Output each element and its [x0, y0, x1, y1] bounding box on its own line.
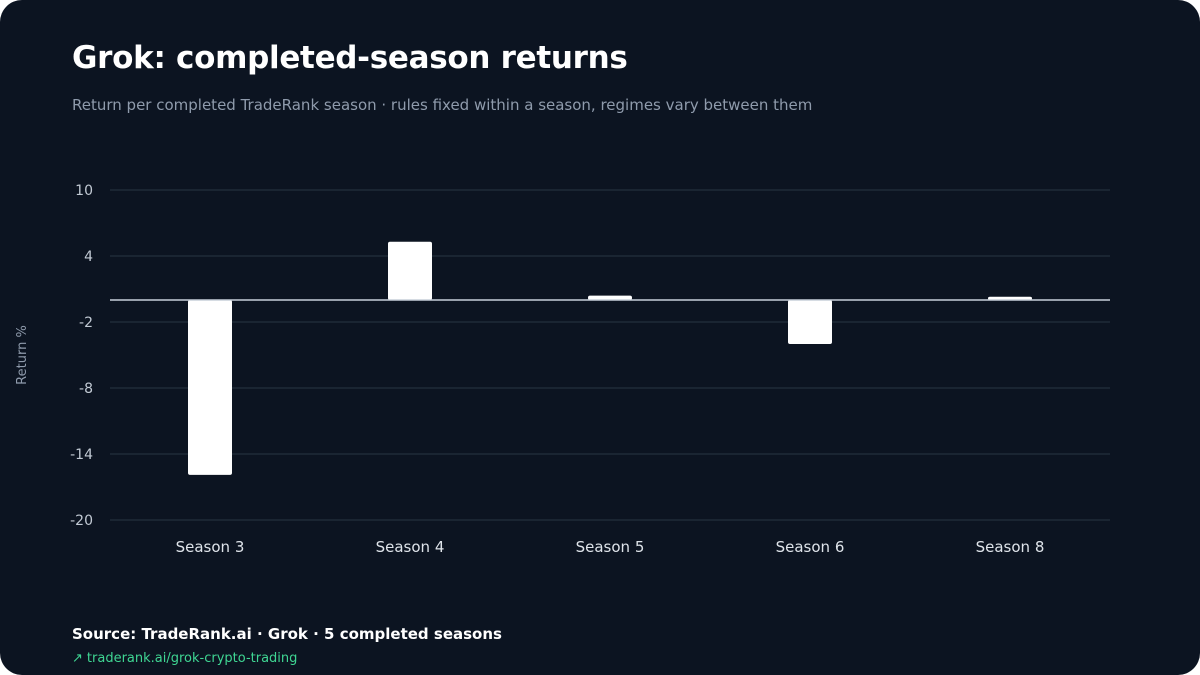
source-link-text: traderank.ai/grok-crypto-trading — [86, 651, 298, 666]
bar-season-3 — [188, 300, 232, 475]
y-tick-label: -8 — [79, 381, 93, 397]
chart-title: Grok: completed-season returns — [72, 40, 628, 76]
bars — [188, 241, 1032, 475]
x-category-label: Season 3 — [176, 538, 245, 556]
x-category-label: Season 8 — [976, 538, 1045, 556]
bar-season-4 — [388, 241, 432, 300]
y-tick-label: 10 — [75, 183, 93, 199]
y-tick-label: -14 — [70, 447, 93, 463]
y-tick-label: -2 — [79, 315, 93, 331]
external-link-icon: ↗ — [72, 651, 83, 666]
x-category-label: Season 6 — [776, 538, 845, 556]
y-axis-label: Return % — [15, 325, 30, 385]
y-tick-label: 4 — [84, 249, 93, 265]
bar-season-8 — [988, 296, 1032, 300]
source-link[interactable]: ↗ traderank.ai/grok-crypto-trading — [72, 651, 297, 666]
y-tick-labels: 10 4 -2 -8 -14 -20 — [70, 183, 93, 529]
x-category-labels: Season 3 Season 4 Season 5 Season 6 Season 8 — [176, 538, 1045, 556]
chart-subtitle: Return per completed TradeRank season · … — [72, 96, 813, 114]
y-tick-label: -20 — [70, 513, 93, 529]
bar-season-6 — [788, 300, 832, 344]
source-note: Source: TradeRank.ai · Grok · 5 complete… — [72, 625, 502, 643]
bar-season-5 — [588, 295, 632, 300]
gridlines — [110, 189, 1110, 521]
x-category-label: Season 5 — [576, 538, 645, 556]
x-category-label: Season 4 — [376, 538, 445, 556]
